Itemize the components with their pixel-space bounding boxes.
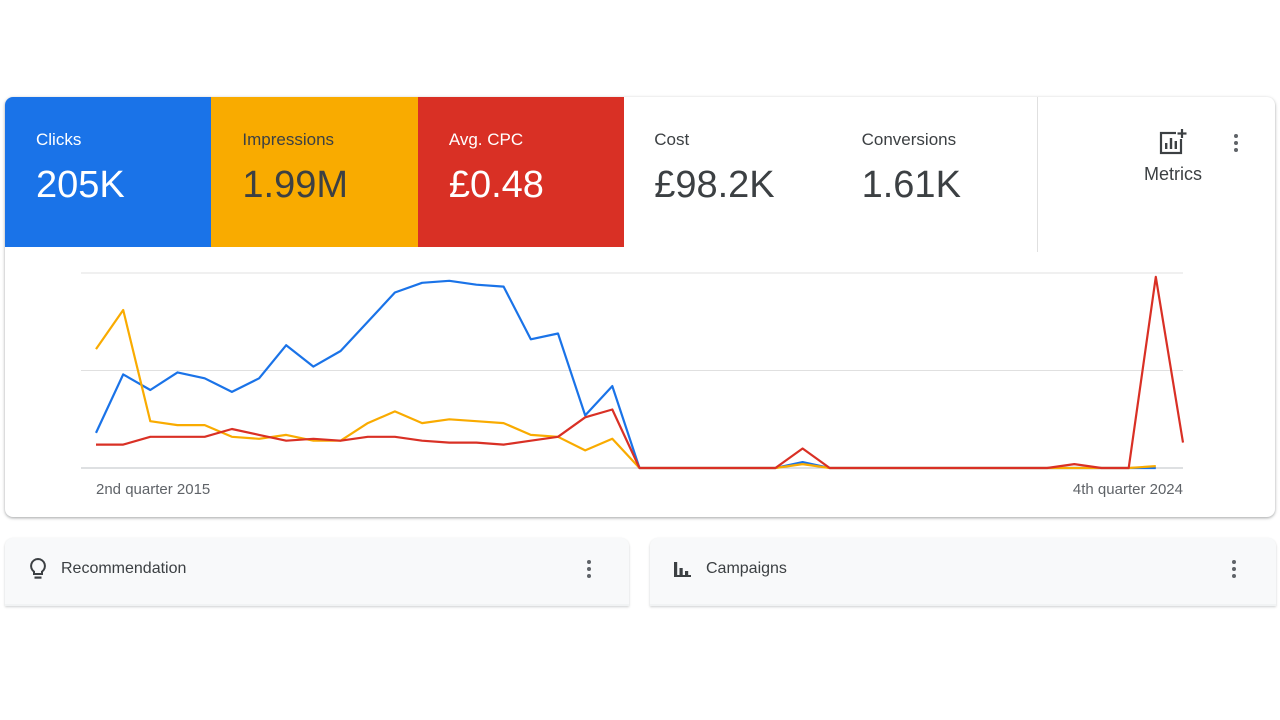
campaigns-card: Campaigns [650,538,1276,606]
chart-series [95,275,1185,470]
metric-value: £98.2K [654,164,775,206]
recommendation-card: Recommendation [5,538,629,606]
metric-label: Avg. CPC [448,130,524,149]
metrics-panel: Metrics [1037,97,1275,252]
metric-tile-clicks[interactable]: Clicks 205K [5,97,212,247]
series-line-2 [96,275,1185,470]
card-title: Recommendation [61,560,187,577]
add-chart-icon [1159,128,1188,155]
metric-label: Cost [654,130,690,149]
metric-tile-avg-cpc[interactable]: Avg. CPC £0.48 [417,97,625,247]
more-vert-icon[interactable] [579,555,599,583]
metric-value: £0.48 [448,164,544,206]
metric-label: Impressions [242,130,335,149]
more-vert-icon[interactable] [1224,555,1244,583]
metric-tiles: Clicks 205K Impressions 1.99M Avg. CPC £… [5,97,1038,247]
bar-chart-icon [674,562,691,577]
more-vert-icon[interactable] [1226,129,1246,157]
campaigns-header[interactable]: Campaigns [650,538,1276,604]
metrics-label: Metrics [1144,164,1202,184]
recommendation-header[interactable]: Recommendation [5,538,629,604]
metric-label: Clicks [36,130,82,149]
performance-overview-card: Clicks 205K Impressions 1.99M Avg. CPC £… [5,97,1275,517]
metric-value: 205K [36,164,125,206]
metric-value: 1.99M [242,164,349,206]
metric-tile-impressions[interactable]: Impressions 1.99M [211,97,418,247]
x-tick-label: 4th quarter 2024 [1073,481,1183,498]
series-line-1 [95,308,1156,470]
metric-value: 1.61K [861,164,961,206]
series-line-0 [95,279,1156,470]
x-tick-label: 2nd quarter 2015 [96,481,210,498]
metric-tile-cost[interactable]: Cost £98.2K [624,97,831,247]
lightbulb-icon [30,557,46,579]
metrics-button[interactable]: Metrics [1140,128,1206,185]
metric-label: Conversions [861,130,957,149]
metric-tile-conversions[interactable]: Conversions 1.61K [830,97,1038,247]
card-title: Campaigns [706,560,787,577]
chart-grid [81,272,1183,469]
